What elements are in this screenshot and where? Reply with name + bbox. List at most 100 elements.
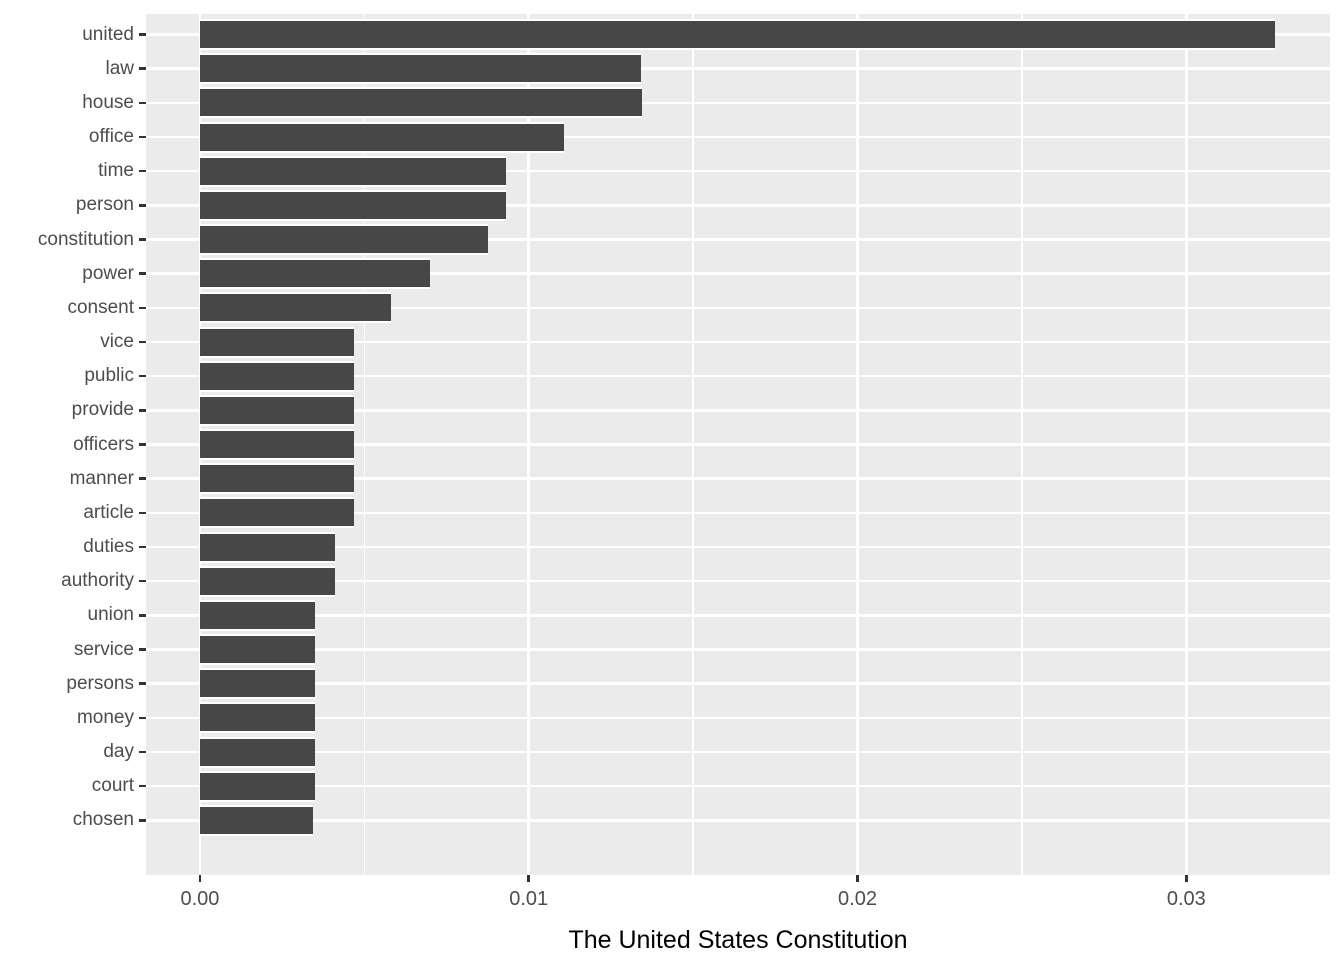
bar-vice bbox=[199, 326, 354, 358]
bar-united bbox=[199, 19, 1276, 50]
y-axis-label: officers bbox=[73, 433, 134, 455]
gridline-y-major bbox=[146, 784, 1330, 788]
y-axis-tick bbox=[139, 443, 146, 446]
gridline-y-major bbox=[146, 477, 1330, 480]
y-axis-tick bbox=[139, 272, 146, 275]
bar-person bbox=[199, 189, 507, 221]
x-axis-tick bbox=[527, 875, 530, 882]
x-axis-tick bbox=[1185, 875, 1188, 882]
y-axis-tick bbox=[139, 784, 146, 788]
y-axis-label: union bbox=[87, 604, 135, 626]
bar-money bbox=[199, 702, 315, 734]
gridline-y-major bbox=[146, 340, 1330, 344]
gridline-y-major bbox=[146, 579, 1330, 583]
y-axis-tick bbox=[139, 579, 146, 583]
y-axis-tick bbox=[139, 238, 146, 241]
y-axis-label: day bbox=[103, 741, 134, 762]
y-axis-tick bbox=[139, 33, 146, 36]
y-axis-tick bbox=[139, 101, 146, 105]
gridline-y-major bbox=[146, 374, 1330, 378]
y-axis-tick bbox=[139, 819, 146, 822]
bar-law bbox=[199, 53, 642, 85]
gridline-y-major bbox=[146, 716, 1330, 720]
gridline-y-major bbox=[146, 443, 1330, 446]
y-axis-tick bbox=[139, 682, 146, 685]
bar-duties bbox=[199, 531, 335, 563]
y-axis-tick bbox=[139, 511, 146, 515]
bar-house bbox=[199, 87, 643, 119]
y-axis-tick bbox=[139, 409, 146, 412]
y-axis-label: article bbox=[83, 501, 134, 523]
bar-court bbox=[199, 770, 315, 802]
bar-public bbox=[199, 360, 354, 392]
gridline-y-major bbox=[146, 238, 1330, 241]
bar-service bbox=[199, 634, 315, 665]
y-axis-label: duties bbox=[83, 536, 134, 557]
gridline-y-major bbox=[146, 135, 1330, 139]
gridline-y-major bbox=[146, 648, 1330, 651]
x-axis-tick-label: 0.01 bbox=[509, 888, 549, 910]
x-axis-tick-label: 0.03 bbox=[1166, 888, 1206, 910]
x-axis-tick bbox=[856, 875, 859, 882]
y-axis-label: law bbox=[105, 57, 134, 79]
gridline-y-major bbox=[146, 545, 1330, 549]
bar-consent bbox=[199, 292, 392, 324]
gridline-y-major bbox=[146, 272, 1330, 275]
x-axis-tick-label: 0.00 bbox=[180, 888, 220, 910]
gridline-y-major bbox=[146, 204, 1330, 207]
gridline-y-major bbox=[146, 409, 1330, 412]
y-axis-label: time bbox=[98, 160, 134, 182]
y-axis-label: person bbox=[75, 194, 134, 216]
y-axis-label: house bbox=[82, 91, 134, 113]
bar-office bbox=[199, 121, 565, 153]
y-axis-label: united bbox=[82, 23, 134, 45]
bar-persons bbox=[199, 668, 315, 700]
y-axis-tick bbox=[139, 477, 146, 480]
gridline-y-major bbox=[146, 511, 1330, 515]
y-axis-label: office bbox=[88, 126, 134, 147]
y-axis-tick bbox=[139, 204, 146, 207]
y-axis-label: persons bbox=[66, 672, 134, 694]
gridline-y-major bbox=[146, 614, 1330, 617]
y-axis-tick bbox=[139, 614, 146, 617]
bar-constitution bbox=[199, 224, 488, 255]
x-axis-tick bbox=[198, 875, 202, 882]
bar-power bbox=[199, 258, 431, 290]
gridline-y-major bbox=[146, 750, 1330, 754]
y-axis-tick bbox=[139, 340, 146, 344]
bar-provide bbox=[199, 394, 354, 426]
plot-panel bbox=[146, 14, 1330, 875]
y-axis-tick bbox=[139, 374, 146, 378]
y-axis-label: constitution bbox=[37, 228, 134, 250]
gridline-y-major bbox=[146, 67, 1330, 70]
y-axis-tick bbox=[139, 306, 146, 310]
y-axis-label: authority bbox=[61, 570, 134, 592]
gridline-y-major bbox=[146, 169, 1330, 173]
x-axis-title: The United States Constitution bbox=[568, 926, 908, 954]
bar-article bbox=[199, 497, 354, 529]
y-axis-tick bbox=[139, 67, 146, 70]
gridline-y-major bbox=[146, 682, 1330, 685]
y-axis-tick bbox=[139, 750, 146, 754]
bar-manner bbox=[199, 463, 354, 495]
bar-officers bbox=[199, 429, 354, 460]
y-axis-label: manner bbox=[69, 467, 134, 489]
y-axis-label: court bbox=[91, 775, 134, 797]
bar-authority bbox=[199, 565, 335, 597]
y-axis-tick bbox=[139, 648, 146, 651]
y-axis-label: provide bbox=[71, 399, 134, 421]
bar-day bbox=[199, 736, 315, 768]
y-axis-label: vice bbox=[100, 331, 134, 352]
y-axis-label: power bbox=[82, 262, 134, 284]
x-axis-tick-label: 0.02 bbox=[838, 888, 877, 910]
y-axis-label: money bbox=[76, 706, 134, 728]
y-axis-label: chosen bbox=[72, 809, 134, 831]
bar-chosen bbox=[199, 804, 314, 836]
y-axis-tick bbox=[139, 135, 146, 139]
gridline-y-major bbox=[146, 306, 1330, 310]
gridline-y-major bbox=[146, 819, 1330, 822]
bar-time bbox=[199, 155, 507, 187]
y-axis-tick bbox=[139, 545, 146, 549]
y-axis-label: service bbox=[73, 638, 134, 660]
